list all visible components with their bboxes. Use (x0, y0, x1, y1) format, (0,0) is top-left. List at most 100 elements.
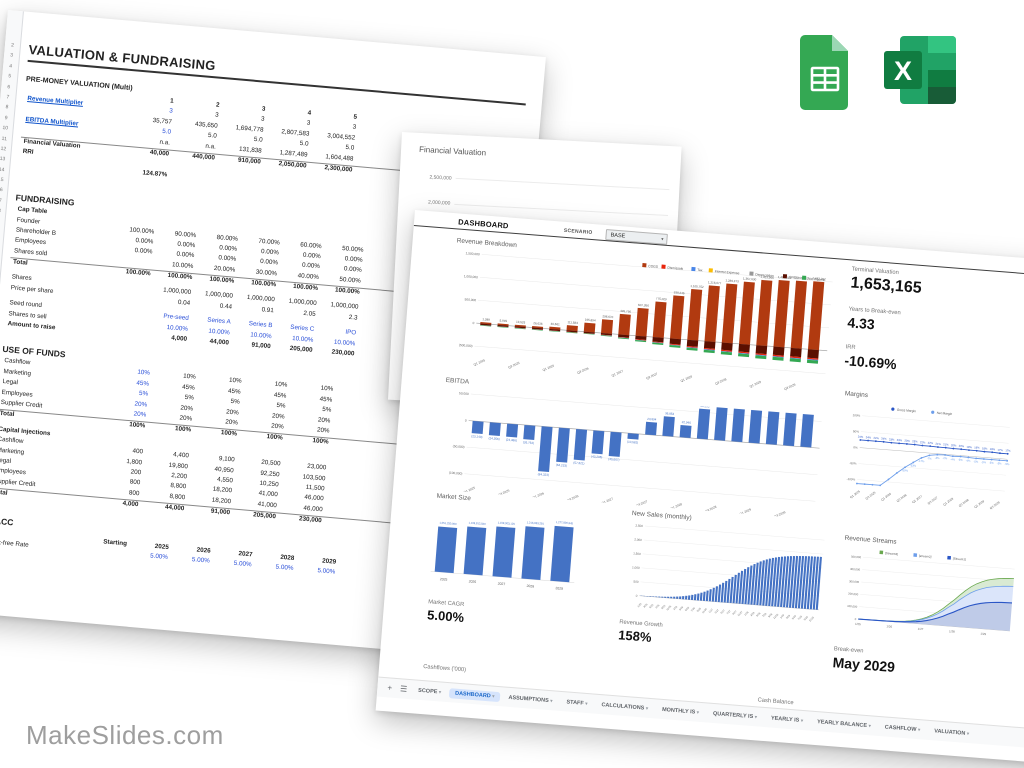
svg-text:-17%: -17% (918, 459, 925, 464)
svg-text:607,356: 607,356 (638, 303, 649, 308)
table-cell: 10% (274, 381, 288, 390)
svg-text:Q3 2028: Q3 2028 (958, 498, 970, 508)
svg-text:2029: 2029 (555, 586, 563, 591)
svg-text:100%: 100% (852, 413, 860, 418)
table-cell: 40,000 (149, 148, 170, 158)
svg-text:3/26: 3/26 (679, 605, 685, 611)
svg-text:74,887: 74,887 (753, 398, 763, 403)
svg-text:(100,000): (100,000) (449, 471, 463, 476)
svg-text:26,636: 26,636 (533, 321, 543, 326)
svg-text:5/29: 5/29 (791, 614, 797, 620)
svg-text:Q1 2029: Q1 2029 (749, 380, 762, 389)
svg-text:1,500,000: 1,500,000 (465, 251, 480, 256)
svg-text:2,500: 2,500 (635, 523, 643, 528)
table-cell (103, 334, 145, 338)
svg-text:13,525: 13,525 (516, 320, 526, 325)
svg-text:Q1 2026: Q1 2026 (542, 364, 555, 373)
svg-text:24%: 24% (881, 436, 887, 440)
table-cell: 2026 (196, 546, 211, 555)
svg-text:298,670: 298,670 (602, 314, 613, 319)
svg-text:Dismissals: Dismissals (667, 266, 683, 271)
new-sales-svg: 2,500 2,000 1,500 1,000 500 0 1/25 3/25 5/25 7/25… (632, 523, 825, 623)
svg-text:1/29: 1/29 (980, 632, 986, 636)
row-number: 10 (2, 125, 9, 132)
chevron-down-icon: ▾ (550, 697, 553, 703)
scenario-value: BASE (610, 231, 626, 240)
svg-text:Q3 2026: Q3 2026 (566, 494, 579, 503)
svg-text:(84,323): (84,323) (538, 472, 549, 477)
table-cell: 100% (220, 429, 238, 438)
kpi-break-even-date-value: May 2029 (832, 654, 896, 676)
table-cell (122, 162, 168, 166)
row-number: 16 (0, 187, 3, 194)
svg-text:0%: 0% (853, 445, 858, 449)
svg-text:500: 500 (633, 579, 639, 583)
svg-text:Tax: Tax (697, 268, 703, 272)
svg-text:Q3 2028: Q3 2028 (704, 505, 717, 514)
sheet-tab-yearly-is[interactable]: YEARLY IS ▾ (770, 715, 804, 724)
svg-text:3/25: 3/25 (643, 603, 649, 609)
svg-text:1,051,250,000: 1,051,250,000 (439, 521, 457, 526)
svg-text:[stream2]: [stream2] (919, 554, 932, 559)
svg-text:Q3 2026: Q3 2026 (896, 493, 908, 503)
svg-text:5/27: 5/27 (720, 609, 726, 615)
svg-text:0: 0 (636, 594, 638, 598)
svg-text:50%: 50% (853, 429, 860, 433)
table-cell: 2025 (154, 542, 170, 551)
svg-text:7/27: 7/27 (726, 609, 732, 615)
svg-text:5/25: 5/25 (649, 603, 655, 609)
row-number: 18 (0, 206, 6, 218)
sheet-tab-cashflow[interactable]: CASHFLOW ▾ (884, 723, 921, 733)
add-sheet-button[interactable]: + (387, 683, 393, 693)
sheet-tab-dashboard[interactable]: DASHBOARD ▾ (448, 687, 501, 702)
table-cell: Starting (102, 537, 128, 547)
table-cell (259, 184, 305, 188)
table-cell: 1 (169, 97, 174, 105)
svg-text:1,466,102: 1,466,102 (795, 276, 809, 281)
svg-text:-33%: -33% (910, 463, 917, 468)
svg-text:2028: 2028 (526, 584, 534, 589)
sheet-tab-monthly-is[interactable]: MONTHLY IS ▾ (661, 706, 700, 716)
svg-text:0: 0 (855, 617, 857, 621)
svg-text:-5%: -5% (997, 461, 1003, 465)
svg-text:17%: 17% (1005, 448, 1011, 452)
svg-text:-5%: -5% (1004, 462, 1010, 466)
svg-text:20%: 20% (951, 443, 957, 447)
svg-text:5/26: 5/26 (684, 606, 690, 612)
svg-text:Q1 2027: Q1 2027 (911, 494, 923, 504)
svg-text:-5%: -5% (973, 459, 979, 463)
sheet-tab-assumptions[interactable]: ASSUMPTIONS ▾ (508, 694, 553, 704)
svg-text:74,920: 74,920 (718, 395, 728, 400)
svg-text:85,892: 85,892 (736, 391, 746, 396)
svg-text:COGS: COGS (648, 264, 659, 269)
svg-text:(23,143): (23,143) (471, 434, 482, 439)
svg-text:-5%: -5% (989, 461, 995, 465)
table-cell (84, 552, 126, 556)
sheet-tab-scope[interactable]: SCOPE ▾ (417, 687, 442, 695)
chevron-down-icon: ▾ (917, 726, 921, 732)
sheet-tab-yearly-balance[interactable]: YEARLY BALANCE ▾ (816, 718, 872, 729)
table-cell: 10% (136, 369, 151, 378)
svg-text:24%: 24% (866, 435, 872, 439)
all-sheets-icon[interactable]: ☰ (399, 684, 408, 694)
table-cell: 2027 (238, 549, 253, 558)
dashboard-sheet-card: DASHBOARD SCENARIO BASE ▾ Revenue Breakd… (375, 210, 1024, 766)
table-cell: 205,000 (252, 511, 277, 521)
chevron-down-icon: ▾ (645, 705, 649, 711)
table-cell: 100% (266, 433, 284, 442)
chevron-down-icon: ▾ (696, 709, 700, 715)
svg-text:1,357,630: 1,357,630 (743, 276, 757, 281)
svg-text:-2%: -2% (942, 456, 948, 460)
svg-text:(57,621): (57,621) (573, 461, 584, 466)
sheet-tab-staff[interactable]: STAFF ▾ (566, 698, 588, 707)
svg-text:(24,356): (24,356) (488, 436, 499, 441)
table-cell: 910,000 (237, 156, 262, 166)
row-number: 11 (1, 135, 8, 142)
svg-text:(64,233): (64,233) (556, 463, 567, 468)
watermark: MakeSlides.com (26, 720, 224, 750)
sheet-tab-valuation[interactable]: VALUATION ▾ (933, 727, 970, 737)
sheet-tab-quarterly-is[interactable]: QUARTERLY IS ▾ (712, 710, 758, 720)
svg-text:11/29: 11/29 (808, 616, 815, 623)
sheet-tab-calculations[interactable]: CALCULATIONS ▾ (601, 701, 649, 712)
svg-text:Q3 2028: Q3 2028 (714, 377, 727, 386)
